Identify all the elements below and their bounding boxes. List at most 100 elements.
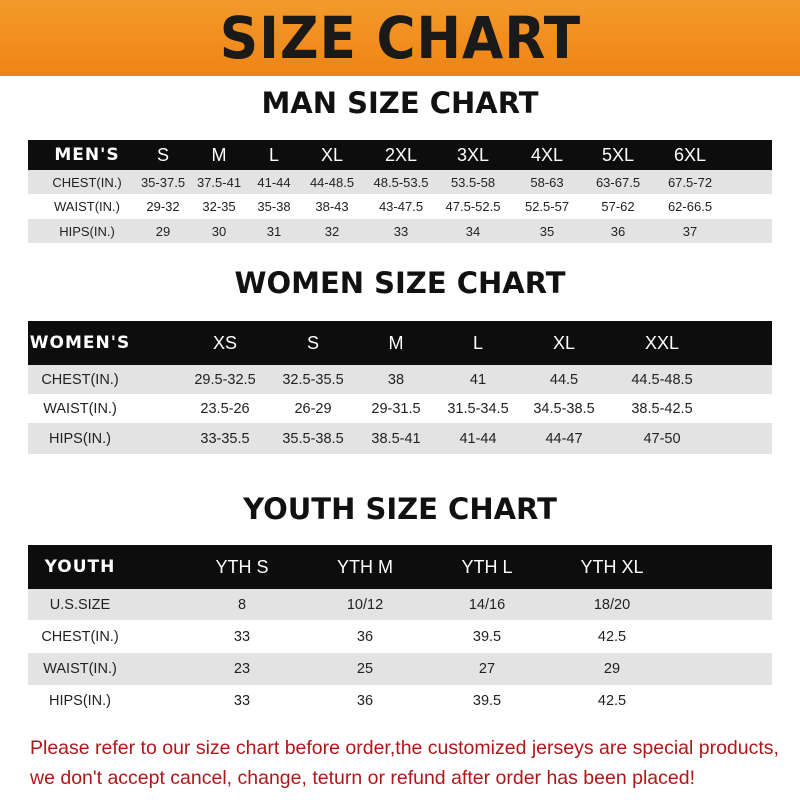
measurement-cell: 47-50 (643, 430, 681, 447)
measurement-cell: 38-43 (315, 199, 349, 214)
measurement-cell: 38 (387, 371, 405, 388)
row-label: WAIST(IN.) (43, 661, 117, 677)
measurement-cell: 29 (155, 223, 171, 239)
measurement-cell: 38.5-41 (371, 430, 421, 447)
measurement-cell: 29 (603, 661, 621, 677)
youth-size-table: YOUTH YTH S YTH M YTH L YTH XL U.S.SIZE 8 10/12… (28, 545, 772, 716)
size-header: 5XL (601, 144, 635, 165)
measurement-cell: 63-67.5 (595, 174, 641, 190)
table-row: CHEST(IN.) 35-37.5 37.5-41 41-44 44-48.5 48.5… (28, 170, 772, 194)
table-row: CHEST(IN.) 33 36 39.5 42.5 (28, 620, 772, 653)
row-label: U.S.SIZE (49, 596, 111, 613)
measurement-cell: 34.5-38.5 (533, 400, 595, 417)
measurement-cell: 44-48.5 (309, 174, 355, 190)
measurement-cell: 52.5-57 (524, 199, 570, 214)
measurement-cell: 33-35.5 (200, 430, 250, 447)
size-header: XXL (644, 332, 680, 353)
measurement-cell: 14/16 (468, 596, 506, 613)
measurement-cell: 29-31.5 (371, 400, 421, 417)
measurement-cell: 41-44 (459, 430, 497, 447)
measurement-cell: 10/12 (346, 596, 384, 613)
measurement-cell: 30 (211, 223, 227, 239)
banner-title: SIZE CHART (219, 4, 581, 72)
row-label: CHEST(IN.) (41, 371, 119, 388)
notice-line-1: Please refer to our size chart before or… (30, 737, 779, 759)
size-header: XS (212, 332, 238, 353)
measurement-cell: 62-66.5 (667, 199, 713, 214)
row-label: HIPS(IN.) (48, 430, 112, 447)
table-row: WAIST(IN.) 29-32 32-35 35-38 38-43 43-47.5 47.… (28, 194, 772, 219)
table-title-cell: MEN'S (54, 145, 120, 165)
table-row: WAIST(IN.) 23.5-26 26-29 29-31.5 31.5-34.5 34… (28, 394, 772, 423)
table-title-cell: YOUTH (44, 557, 116, 577)
measurement-cell: 41 (469, 371, 487, 388)
measurement-cell: 53.5-58 (450, 174, 496, 190)
measurement-cell: 35-37.5 (140, 174, 186, 190)
banner: SIZE CHART (0, 0, 800, 76)
measurement-cell: 34 (465, 223, 481, 239)
measurement-cell: 39.5 (472, 628, 502, 645)
men-title: MAN SIZE CHART (261, 86, 539, 120)
table-title-cell: WOMEN'S (29, 333, 131, 353)
measurement-cell: 36 (356, 692, 374, 709)
measurement-cell: 37.5-41 (196, 174, 242, 190)
size-header: L (472, 332, 484, 353)
row-label: WAIST(IN.) (54, 199, 120, 214)
women-size-table: WOMEN'S XS S M L XL XXL CHEST(IN.) 29.5-32.5 32.5… (28, 321, 772, 454)
measurement-cell: 58-63 (530, 174, 564, 190)
size-header: L (268, 144, 280, 165)
size-header: XL (320, 144, 344, 165)
size-header: YTH XL (580, 556, 644, 577)
measurement-cell: 43-47.5 (378, 199, 424, 214)
measurement-cell: 36 (356, 628, 374, 645)
table-row: HIPS(IN.) 33-35.5 35.5-38.5 38.5-41 41-44 44-… (28, 423, 772, 454)
measurement-cell: 32-35 (202, 199, 236, 214)
order-notice: Please refer to our size chart before or… (30, 733, 790, 793)
size-header: 3XL (456, 144, 490, 165)
table-row: CHEST(IN.) 29.5-32.5 32.5-35.5 38 41 44.5 44.5… (28, 365, 772, 394)
measurement-cell: 25 (356, 661, 374, 677)
women-title: WOMEN SIZE CHART (234, 266, 566, 300)
size-header: YTH L (461, 556, 513, 577)
measurement-cell: 27 (478, 661, 496, 677)
measurement-cell: 32.5-35.5 (282, 371, 344, 388)
measurement-cell: 8 (237, 596, 247, 613)
row-label: CHEST(IN.) (52, 174, 122, 190)
size-header: YTH S (215, 556, 269, 577)
measurement-cell: 44.5-48.5 (631, 371, 693, 388)
notice-line-2: we don't accept cancel, change, teturn o… (30, 767, 695, 789)
size-header: 2XL (384, 144, 418, 165)
measurement-cell: 42.5 (597, 628, 627, 645)
measurement-cell: 35 (539, 223, 555, 239)
table-row: U.S.SIZE 8 10/12 14/16 18/20 (28, 589, 772, 620)
size-header: M (211, 144, 227, 165)
size-header: 4XL (530, 144, 564, 165)
measurement-cell: 42.5 (597, 692, 627, 709)
measurement-cell: 37 (682, 223, 698, 239)
row-label: HIPS(IN.) (59, 223, 115, 239)
measurement-cell: 67.5-72 (667, 174, 713, 190)
measurement-cell: 38.5-42.5 (631, 400, 693, 417)
measurement-cell: 35-38 (257, 199, 291, 214)
size-header: 6XL (673, 144, 707, 165)
row-label: HIPS(IN.) (48, 692, 112, 709)
measurement-cell: 31.5-34.5 (447, 400, 509, 417)
size-header: M (388, 332, 404, 353)
measurement-cell: 33 (233, 628, 251, 645)
measurement-cell: 26-29 (294, 400, 332, 417)
measurement-cell: 48.5-53.5 (373, 174, 429, 190)
measurement-cell: 33 (393, 223, 409, 239)
measurement-cell: 29-32 (146, 199, 180, 214)
table-header-row: WOMEN'S XS S M L XL XXL (28, 321, 772, 365)
row-label: CHEST(IN.) (41, 628, 119, 645)
size-header: S (156, 144, 170, 165)
table-row: HIPS(IN.) 33 36 39.5 42.5 (28, 685, 772, 716)
measurement-cell: 39.5 (472, 692, 502, 709)
men-size-table: MEN'S S M L XL 2XL 3XL 4XL 5XL 6XL CHEST(IN.) 35-37… (28, 140, 772, 243)
measurement-cell: 18/20 (593, 596, 631, 613)
measurement-cell: 23.5-26 (200, 400, 250, 417)
measurement-cell: 31 (266, 223, 282, 239)
table-row: WAIST(IN.) 23 25 27 29 (28, 653, 772, 685)
measurement-cell: 29.5-32.5 (194, 371, 256, 388)
measurement-cell: 57-62 (601, 199, 635, 214)
